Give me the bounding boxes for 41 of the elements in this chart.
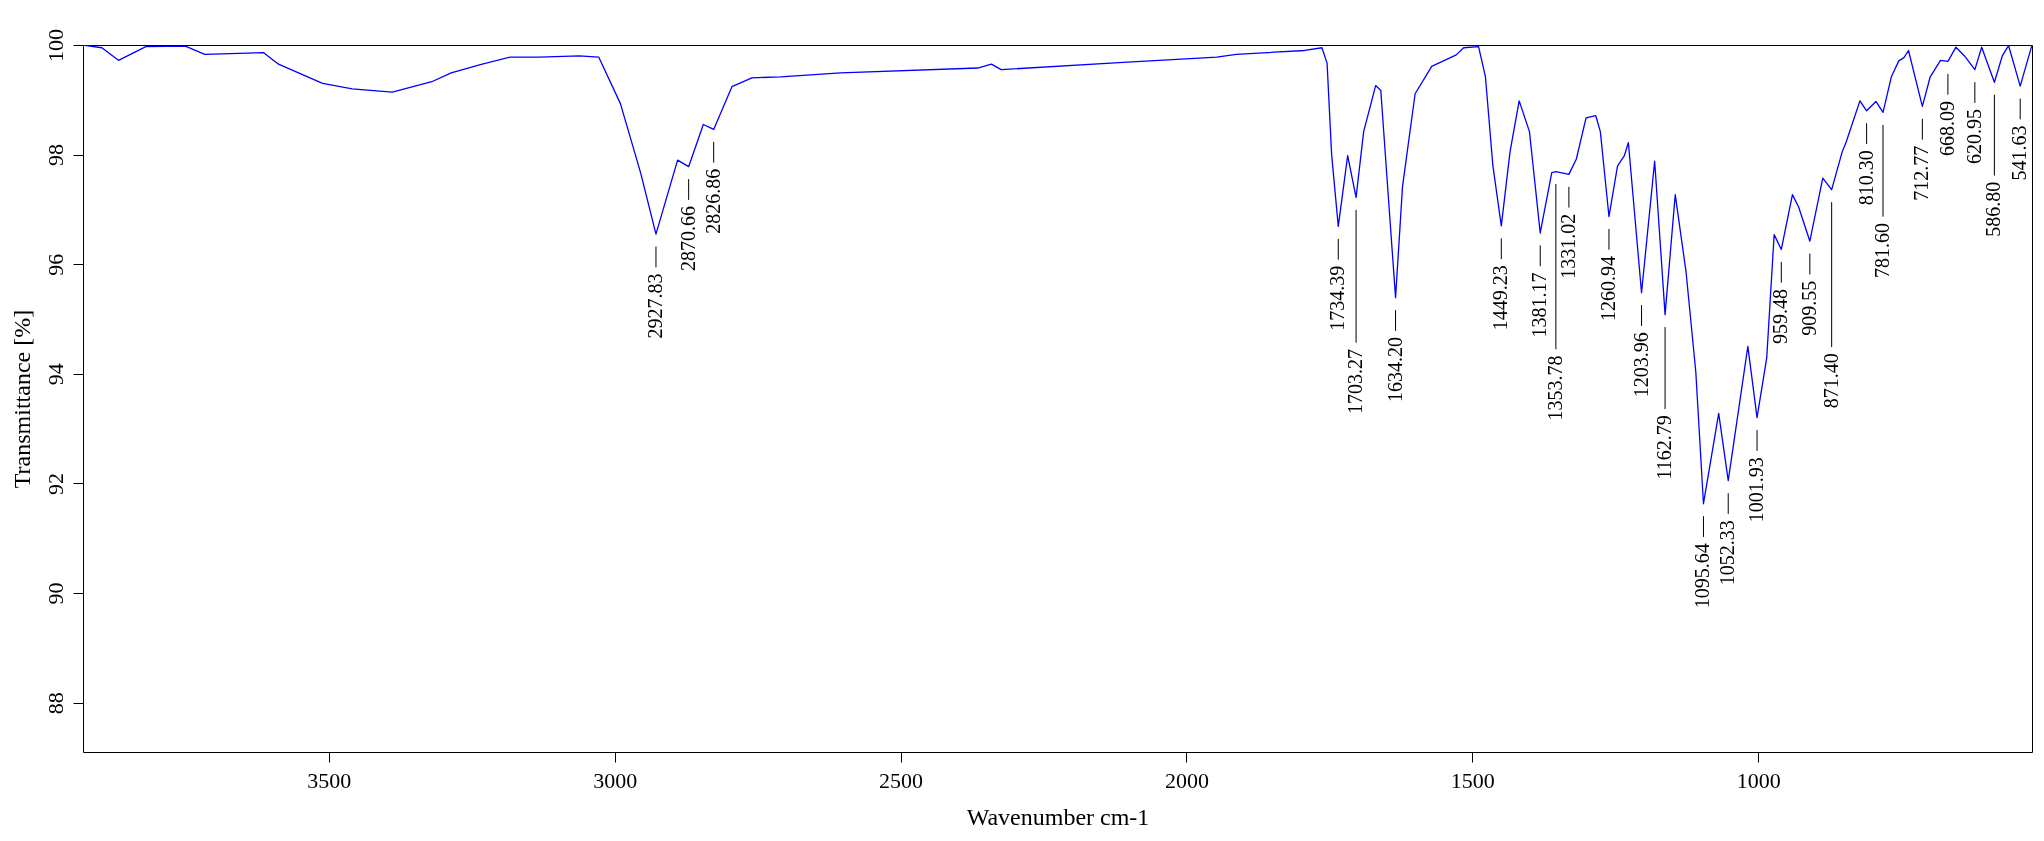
annotation: 1162.79 (1653, 415, 1676, 480)
y-tick-label: 98 (42, 144, 68, 167)
x-tick-label: 1500 (1450, 767, 1495, 793)
x-tick-label: 3000 (593, 767, 638, 793)
annotation: 810.30 (1854, 150, 1877, 206)
annotation: 1203.96 (1629, 332, 1652, 398)
annotation: 1331.02 (1556, 213, 1579, 279)
y-tick-label: 96 (42, 253, 68, 276)
y-tick-label: 90 (42, 582, 68, 605)
annotation: 712.77 (1910, 145, 1933, 201)
annotation: 781.60 (1871, 222, 1894, 278)
annotation: 1381.17 (1528, 272, 1551, 338)
y-axis-title: Transmittance [%] (8, 309, 35, 489)
annotation: 541.63 (2008, 125, 2031, 181)
x-axis-title: Wavenumber cm-1 (966, 803, 1150, 830)
annotation: 2927.83 (643, 273, 666, 339)
x-tick-label: 2000 (1164, 767, 1209, 793)
annotation: 620.95 (1962, 109, 1985, 165)
annotation: 871.40 (1819, 353, 1842, 409)
annotation: 959.48 (1769, 288, 1792, 344)
x-tick-label: 3500 (307, 767, 352, 793)
annotation: 1001.93 (1745, 457, 1768, 523)
annotation: 668.09 (1935, 100, 1958, 156)
y-tick-label: 100 (42, 29, 68, 62)
annotation: 1703.27 (1344, 348, 1367, 414)
annotation: 1634.20 (1383, 337, 1406, 403)
annotation: 1353.78 (1543, 355, 1566, 421)
annotation: 1449.23 (1489, 265, 1512, 331)
annotation: 2870.66 (676, 206, 699, 272)
annotation: 586.80 (1982, 181, 2005, 237)
y-tick-label: 94 (42, 363, 68, 386)
annotation: 909.55 (1797, 280, 1820, 336)
annotation: 1734.39 (1326, 265, 1349, 331)
annotation: 2826.86 (701, 168, 724, 234)
x-tick-label: 1000 (1736, 767, 1781, 793)
x-tick-label: 2500 (879, 767, 924, 793)
annotation: 1095.64 (1691, 543, 1714, 609)
y-tick-label: 92 (42, 472, 68, 495)
annotation: 1260.94 (1596, 255, 1619, 321)
y-tick-label: 88 (42, 692, 68, 715)
annotation: 1052.33 (1716, 520, 1739, 586)
